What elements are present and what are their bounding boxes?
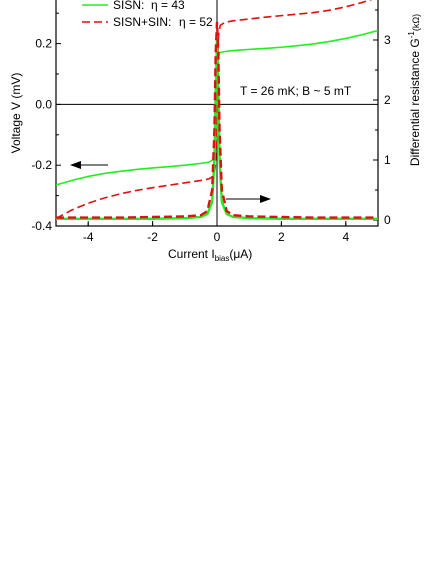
arrow-right-head [260, 195, 271, 203]
y-right-tick-label: 1 [384, 153, 391, 167]
tick-labels: -4 -2 0 2 4 -0.4 -0.2 0.0 0.2 0 1 2 3 [31, 33, 391, 244]
y-right-tick-label: 3 [384, 33, 391, 47]
series-lines [56, 0, 378, 220]
x-axis-title-main: Current I [168, 247, 215, 261]
y-axis-right-title: Differential resistance G-1(kΩ) [407, 14, 422, 166]
series-line-1 [56, 0, 373, 220]
y-left-tick-label: -0.4 [31, 219, 52, 233]
arrow-right-axis [226, 195, 271, 203]
y-axis-left-title: Voltage V (mV) [9, 73, 23, 154]
x-tick-label: 2 [278, 230, 285, 244]
arrow-left-axis [70, 161, 108, 169]
legend-label-sisn-sin: SISN+SIN: [113, 15, 171, 29]
y-left-tick-label: -0.2 [31, 158, 52, 172]
y-right-tick-label: 2 [384, 93, 391, 107]
legend-eta-sisn-sin: η = 52 [179, 15, 213, 29]
x-tick-label: 4 [342, 230, 349, 244]
y-left-tick-label: 0.2 [35, 37, 52, 51]
x-axis-title: Current Ibias(μA) [168, 247, 252, 263]
legend: SISN: η = 43 SISN+SIN: η = 52 [82, 0, 213, 29]
x-tick-label: -4 [83, 230, 94, 244]
series-line-3 [56, 21, 378, 219]
x-tick-label: -2 [147, 230, 158, 244]
y-axis-right-title-sup: -1 [407, 31, 416, 39]
y-axis-right-title-main: Differential resistance G [408, 38, 422, 166]
series-line-0 [56, 29, 378, 186]
y-left-tick-label: 0.0 [35, 97, 52, 111]
x-axis-title-sub: bias [215, 254, 230, 263]
y-right-tick-label: 0 [384, 213, 391, 227]
x-tick-label: 0 [214, 230, 221, 244]
legend-eta-sisn: η = 43 [151, 0, 185, 12]
conditions-annotation: T = 26 mK; B ~ 5 mT [240, 84, 352, 98]
arrow-left-head [70, 161, 81, 169]
x-axis-title-unit: (μA) [229, 247, 252, 261]
y-axis-right-title-unit: (kΩ) [411, 14, 421, 31]
legend-label-sisn: SISN: [113, 0, 144, 12]
